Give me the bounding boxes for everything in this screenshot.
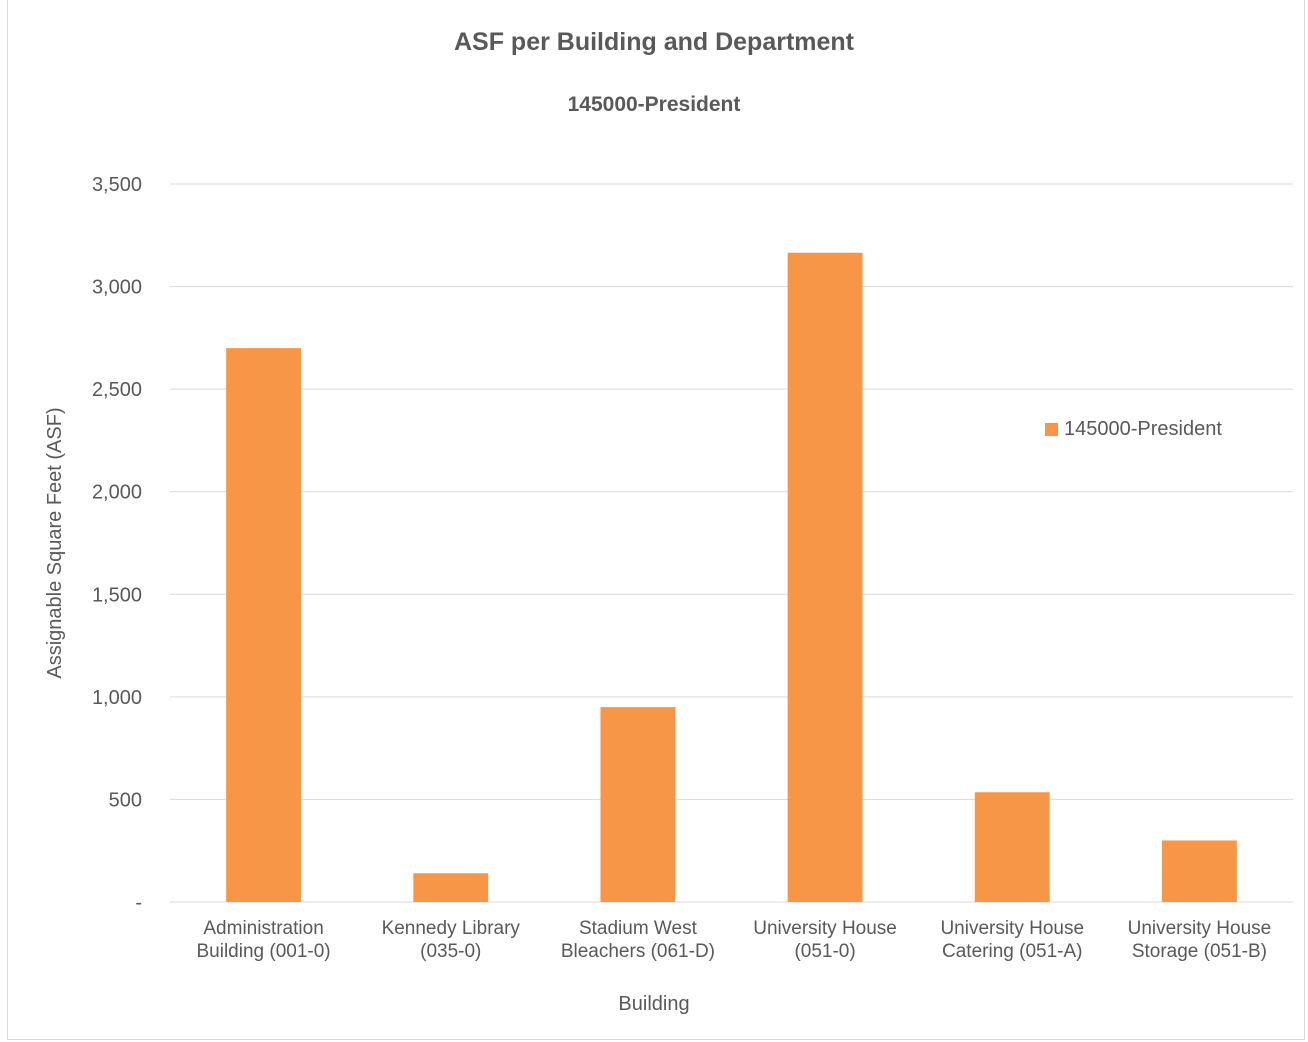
x-axis-ticks: Administration Building (001-0) Kennedy Li…: [197, 918, 1272, 962]
x-tick-label: Administration Building (001-0): [197, 918, 331, 962]
y-tick-label: 2,000: [92, 482, 142, 504]
bar: [1161, 840, 1237, 902]
bars: [226, 252, 1237, 903]
x-tick-label: University House Catering (051-A): [940, 918, 1084, 962]
legend-label: 145000-President: [1064, 418, 1222, 440]
y-tick-label: 1,500: [92, 584, 142, 606]
x-tick-label: Kennedy Library (035-0): [382, 918, 521, 962]
y-tick-label: 1,000: [92, 687, 142, 709]
x-tick-label: University House Storage (051-B): [1128, 918, 1272, 962]
bar: [974, 792, 1050, 902]
x-axis-label: Building: [618, 993, 689, 1015]
legend: 145000-President: [1045, 418, 1222, 441]
x-tick-label: University House (051-0): [753, 918, 897, 962]
chart-subtitle: 145000-President: [567, 93, 741, 116]
y-tick-label: 3,500: [92, 174, 142, 196]
bar: [787, 252, 863, 903]
x-tick-label: Stadium West Bleachers (061-D): [561, 918, 715, 962]
y-tick-label: 2,500: [92, 379, 142, 401]
chart-title: ASF per Building and Department: [453, 28, 855, 56]
y-axis-label: Assignable Square Feet (ASF): [44, 407, 66, 678]
bar: [226, 348, 302, 903]
chart-frame: [7, 0, 1305, 1040]
legend-swatch: [1045, 423, 1058, 436]
bar: [600, 707, 676, 902]
y-axis-ticks: - 500 1,000 1,500 2,000 2,500 3,000 3,500: [92, 174, 142, 914]
y-tick-label: -: [135, 892, 142, 914]
y-tick-label: 500: [109, 789, 142, 811]
y-tick-label: 3,000: [92, 277, 142, 299]
bar: [413, 873, 489, 902]
gridlines: [170, 183, 1293, 903]
